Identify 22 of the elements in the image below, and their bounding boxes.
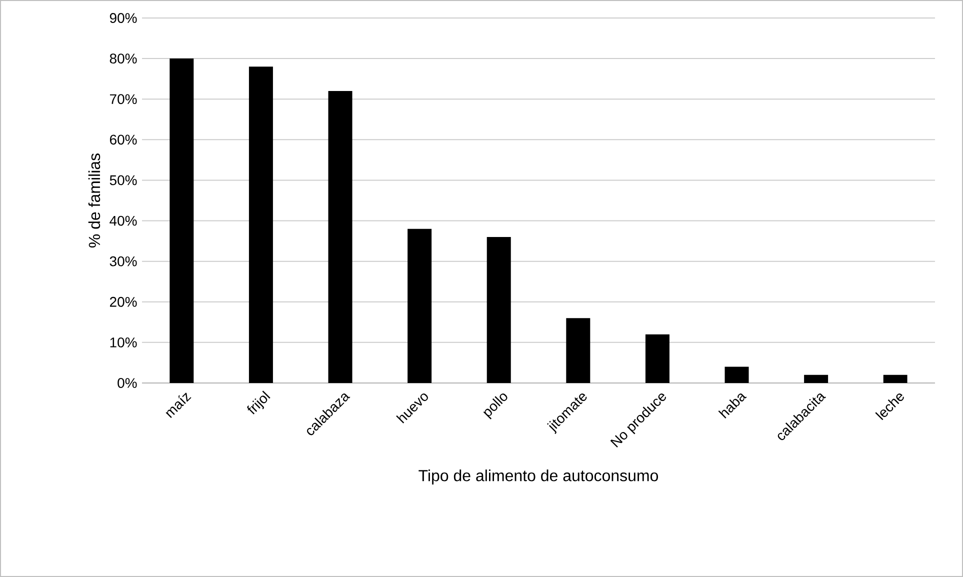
bar xyxy=(724,366,749,383)
y-tick-label: 70% xyxy=(110,94,137,104)
y-tick-label: 30% xyxy=(110,256,137,266)
y-tick-label: 90% xyxy=(110,13,137,23)
bar xyxy=(248,66,273,383)
x-axis-title: Tipo de alimento de autoconsumo xyxy=(418,470,658,484)
bar xyxy=(883,374,908,383)
y-tick-label: 80% xyxy=(110,54,137,64)
y-tick-label: 0% xyxy=(118,378,137,388)
bar xyxy=(486,236,511,383)
y-tick-label: 10% xyxy=(110,337,137,348)
y-axis-title: % de familias xyxy=(88,154,100,248)
bar xyxy=(566,318,590,383)
bar xyxy=(328,91,352,383)
bar xyxy=(804,374,828,383)
y-tick-label: 60% xyxy=(110,134,137,145)
y-tick-label: 40% xyxy=(110,216,137,226)
bar xyxy=(408,228,432,383)
bar xyxy=(170,58,194,383)
bar xyxy=(645,334,670,383)
y-tick-label: 20% xyxy=(110,296,137,307)
y-tick-label: 50% xyxy=(110,175,137,186)
